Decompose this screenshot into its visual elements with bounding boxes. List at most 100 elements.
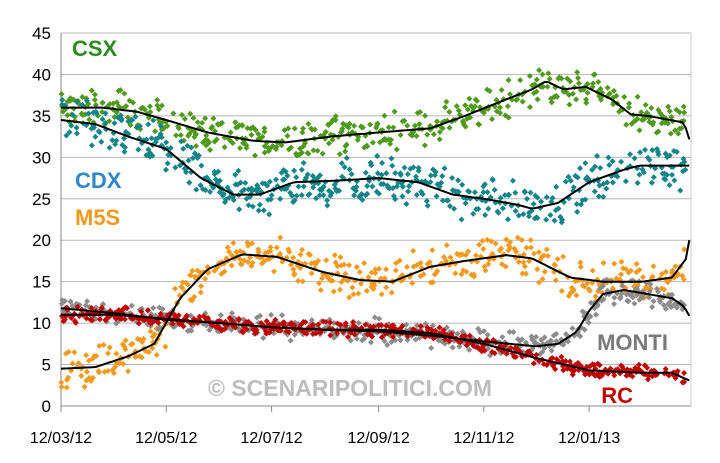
- data-point-m5s: [539, 276, 546, 283]
- data-point-m5s: [291, 270, 298, 277]
- data-point-cdx: [389, 162, 396, 169]
- data-point-rc: [562, 358, 569, 365]
- data-point-rc: [399, 322, 406, 329]
- data-point-m5s: [518, 237, 525, 244]
- data-point-csx: [411, 122, 418, 129]
- data-point-csx: [623, 121, 630, 128]
- data-point-m5s: [498, 245, 505, 252]
- data-point-cdx: [102, 110, 109, 117]
- data-point-csx: [388, 136, 395, 143]
- data-point-monti: [404, 336, 411, 343]
- data-point-csx: [613, 92, 620, 99]
- data-point-m5s: [337, 286, 344, 293]
- data-point-m5s: [622, 266, 629, 273]
- data-point-monti: [443, 324, 450, 331]
- data-point-csx: [310, 147, 317, 154]
- data-point-cdx: [595, 193, 602, 200]
- data-point-cdx: [634, 180, 641, 187]
- data-point-csx: [300, 125, 307, 132]
- data-point-monti: [279, 312, 286, 319]
- data-point-csx: [575, 75, 582, 82]
- data-point-monti: [560, 341, 567, 348]
- data-point-cdx: [289, 192, 296, 199]
- data-point-cdx: [538, 198, 545, 205]
- data-point-m5s: [551, 262, 558, 269]
- data-point-m5s: [363, 287, 370, 294]
- data-point-rc: [582, 371, 589, 378]
- data-point-m5s: [318, 275, 325, 282]
- data-point-cdx: [295, 183, 302, 190]
- data-point-rc: [369, 333, 376, 340]
- data-point-monti: [592, 311, 599, 318]
- y-tick-label: 5: [42, 356, 51, 375]
- data-point-csx: [387, 140, 394, 147]
- data-point-rc: [135, 320, 142, 327]
- data-point-csx: [548, 99, 555, 106]
- data-point-cdx: [565, 173, 572, 180]
- data-point-cdx: [551, 217, 558, 224]
- data-point-csx: [255, 130, 262, 137]
- data-point-rc: [370, 323, 377, 330]
- data-point-cdx: [106, 144, 113, 151]
- data-point-rc: [327, 332, 334, 339]
- data-point-csx: [381, 112, 388, 119]
- data-point-cdx: [668, 171, 675, 178]
- data-point-m5s: [492, 240, 499, 247]
- data-point-csx: [343, 141, 350, 148]
- data-point-csx: [539, 71, 546, 78]
- data-point-csx: [509, 96, 516, 103]
- data-point-m5s: [535, 249, 542, 256]
- series-label-rc: RC: [601, 383, 633, 408]
- data-point-rc: [322, 319, 329, 326]
- data-point-cdx: [677, 187, 684, 194]
- data-point-cdx: [310, 184, 317, 191]
- data-point-csx: [58, 91, 65, 98]
- data-point-monti: [506, 328, 513, 335]
- data-point-csx: [517, 77, 524, 84]
- data-point-csx: [533, 76, 540, 83]
- data-point-csx: [434, 118, 441, 125]
- data-point-csx: [436, 128, 443, 135]
- data-point-csx: [170, 110, 177, 117]
- data-point-cdx: [543, 194, 550, 201]
- data-point-cdx: [346, 166, 353, 173]
- data-point-m5s: [110, 370, 117, 377]
- data-point-csx: [643, 109, 650, 116]
- data-point-cdx: [232, 171, 239, 178]
- data-point-cdx: [109, 137, 116, 144]
- data-point-monti: [646, 294, 653, 301]
- data-point-rc: [263, 318, 270, 325]
- data-point-csx: [252, 127, 259, 134]
- data-point-csx: [471, 103, 478, 110]
- data-point-m5s: [536, 279, 543, 286]
- data-point-rc: [74, 303, 81, 310]
- data-point-m5s: [307, 251, 314, 258]
- data-point-monti: [594, 302, 601, 309]
- data-point-csx: [284, 132, 291, 139]
- data-point-rc: [607, 365, 614, 372]
- data-point-cdx: [640, 169, 647, 176]
- data-point-cdx: [352, 187, 359, 194]
- data-point-m5s: [543, 246, 550, 253]
- data-point-csx: [385, 124, 392, 131]
- data-point-rc: [240, 329, 247, 336]
- data-point-cdx: [79, 101, 86, 108]
- data-point-rc: [315, 321, 322, 328]
- data-point-csx: [391, 108, 398, 115]
- data-point-cdx: [102, 120, 109, 127]
- data-point-m5s: [245, 259, 252, 266]
- data-point-rc: [596, 362, 603, 369]
- data-point-cdx: [375, 190, 382, 197]
- data-point-csx: [505, 114, 512, 121]
- data-point-m5s: [393, 260, 400, 267]
- data-point-m5s: [172, 285, 179, 292]
- data-point-m5s: [147, 328, 154, 335]
- y-tick-label: 0: [42, 397, 51, 416]
- data-point-csx: [298, 149, 305, 156]
- data-point-cdx: [547, 212, 554, 219]
- data-point-cdx: [505, 191, 512, 198]
- data-point-m5s: [355, 290, 362, 297]
- data-point-csx: [272, 146, 279, 153]
- data-point-m5s: [515, 259, 522, 266]
- data-point-rc: [157, 310, 164, 317]
